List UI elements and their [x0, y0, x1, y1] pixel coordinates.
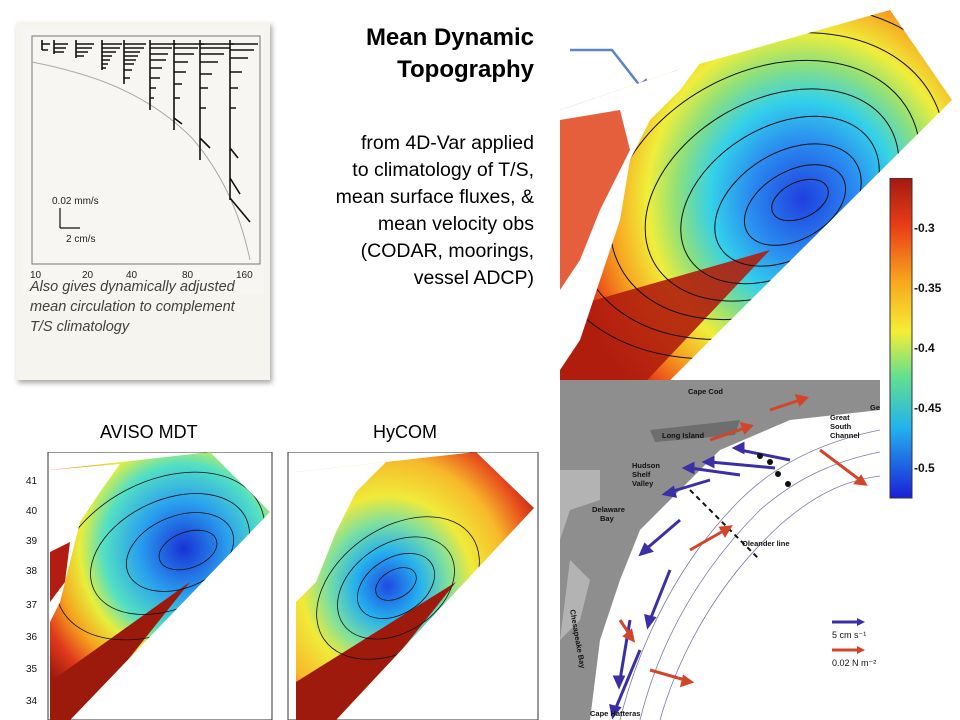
label-cape-cod: Cape Cod — [688, 387, 723, 396]
colorbar-tick: -0.35 — [914, 281, 942, 295]
x-tick: 10 — [30, 270, 42, 281]
scale-cm-label: 2 cm/s — [66, 234, 95, 245]
scale-bar — [59, 208, 80, 229]
label-hudson: Hudson — [632, 461, 660, 470]
hycom-label: HyCOM — [373, 422, 437, 442]
coastal-shelf — [560, 110, 630, 290]
y-tick: 34 — [26, 696, 38, 707]
label-shelf: Shelf — [632, 470, 651, 479]
label-channel: Channel — [830, 431, 860, 440]
label-cape-hatteras: Cape Hatteras — [590, 709, 640, 718]
y-tick: 40 — [26, 506, 38, 517]
inset-caption: Also gives dynamically adjusted mean cir… — [30, 279, 235, 335]
plot-frame — [31, 35, 261, 265]
colorbar-tick: -0.5 — [914, 461, 935, 475]
y-tick: 41 — [26, 476, 38, 487]
colorbar: -0.3 -0.35 -0.4 -0.45 -0.5 — [889, 178, 942, 499]
mooring-dots — [757, 453, 791, 487]
x-tick: 160 — [236, 270, 253, 281]
label-long-island: Long Island — [662, 431, 705, 440]
label-oleander: Oleander line — [742, 539, 790, 548]
label-delaware: Delaware — [592, 505, 625, 514]
land-mass — [560, 380, 880, 720]
aviso-y-ticks: 41 40 39 38 37 36 35 34 — [26, 476, 38, 707]
y-tick: 38 — [26, 566, 38, 577]
y-tick: 36 — [26, 632, 38, 643]
velocity-profile-plot: 0.02 mm/s 2 cm/s 10 20 40 80 160 — [22, 28, 264, 294]
y-tick: 39 — [26, 536, 38, 547]
map-labels: Cape Cod Long Island Hudson Shelf Valley… — [568, 387, 880, 718]
hycom-map — [287, 452, 539, 720]
observations-map: Cape Cod Long Island Hudson Shelf Valley… — [560, 380, 880, 720]
velocity-arrows — [609, 441, 791, 720]
oleander-line — [689, 489, 761, 561]
label-great: Great — [830, 413, 850, 422]
aviso-label: AVISO MDT — [100, 422, 198, 442]
colorbar-tick: -0.3 — [914, 221, 935, 235]
label-south: South — [830, 422, 852, 431]
slide-subtitle: from 4D-Var applied to climatology of T/… — [335, 132, 534, 289]
x-tick-labels: 10 20 40 80 160 — [30, 270, 253, 281]
label-valley: Valley — [632, 479, 654, 488]
legend: 5 cm s⁻¹ 0.02 N m⁻² — [832, 618, 876, 668]
aviso-mdt-map: 41 40 39 38 37 36 35 34 — [26, 452, 273, 720]
label-ge: Ge — [870, 403, 880, 412]
legend-stress-label: 0.02 N m⁻² — [832, 658, 876, 668]
colorbar-tick: -0.45 — [914, 401, 942, 415]
y-tick: 35 — [26, 664, 38, 675]
legend-velocity-label: 5 cm s⁻¹ — [832, 630, 866, 640]
slide-title: Mean Dynamic Topography — [365, 24, 534, 83]
scale-mm-label: 0.02 mm/s — [52, 196, 99, 207]
callout-arrow-icon — [570, 48, 652, 100]
x-tick: 20 — [82, 270, 94, 281]
y-tick: 37 — [26, 600, 38, 611]
shelf-curve — [31, 61, 251, 261]
colorbar-ticks: -0.3 -0.35 -0.4 -0.45 -0.5 — [914, 221, 942, 475]
label-bay: Bay — [600, 514, 615, 523]
velocity-vectors — [41, 40, 258, 223]
x-tick: 80 — [182, 270, 194, 281]
x-tick: 40 — [126, 270, 138, 281]
colorbar-tick: -0.4 — [914, 341, 935, 355]
stress-arrows — [618, 393, 868, 688]
inset-panel: 0.02 mm/s 2 cm/s 10 20 40 80 160 Also gi… — [16, 22, 270, 380]
